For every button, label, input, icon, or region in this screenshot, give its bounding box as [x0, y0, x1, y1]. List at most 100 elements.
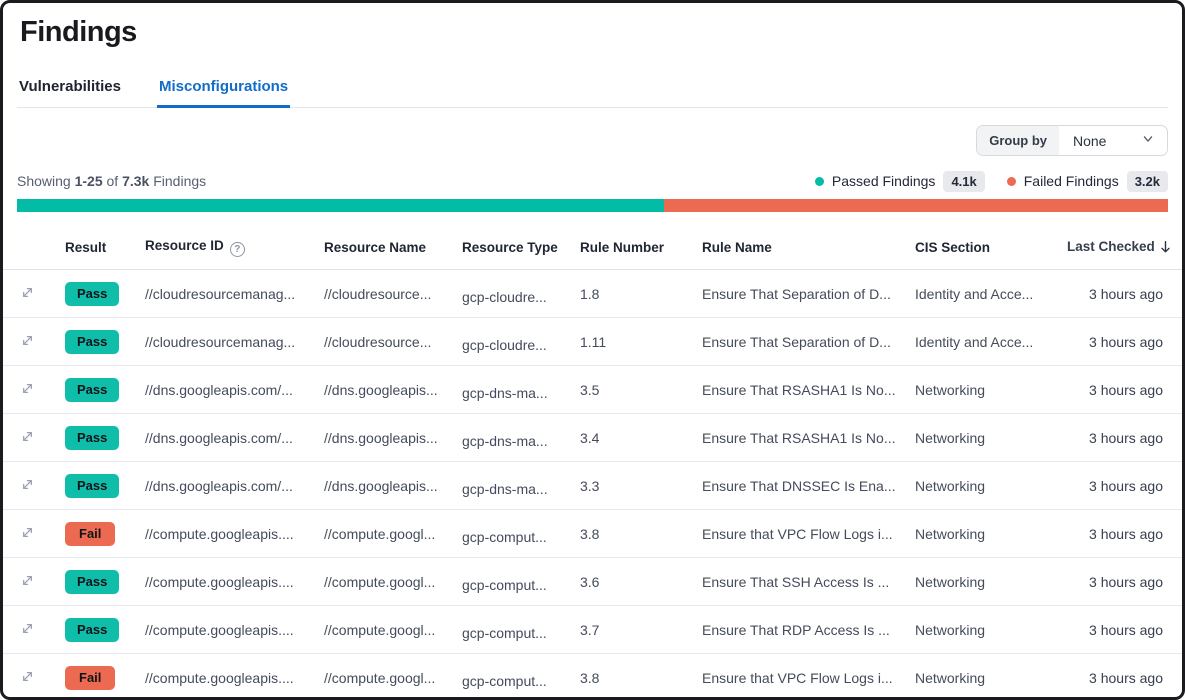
last-checked-cell: 3 hours ago: [1067, 653, 1182, 697]
table-row: Fail //compute.googleapis.... //compute.…: [3, 653, 1182, 697]
rule-number-cell: 3.7: [580, 605, 702, 654]
resource-type-cell: gcp-cloudre...: [462, 317, 580, 366]
resource-type-cell: gcp-comput...: [462, 605, 580, 654]
rule-name-cell: Ensure That Separation of D...: [702, 269, 915, 318]
cis-section-cell: Networking: [915, 557, 1067, 606]
legend-failed: Failed Findings 3.2k: [1006, 170, 1168, 192]
tab-vulnerabilities[interactable]: Vulnerabilities: [19, 78, 121, 95]
resource-type-cell: gcp-comput...: [462, 557, 580, 606]
group-by-dropdown[interactable]: Group by None: [976, 125, 1168, 156]
result-badge: Pass: [65, 329, 120, 354]
resource-id-cell: //compute.googleapis....: [145, 605, 324, 654]
expand-row-icon[interactable]: [19, 332, 36, 349]
tab-misconfigurations[interactable]: Misconfigurations: [156, 78, 291, 108]
rule-number-cell: 3.6: [580, 557, 702, 606]
progress-failed-segment: [663, 199, 1168, 212]
result-badge: Pass: [65, 569, 120, 594]
header-cis-section[interactable]: CIS Section: [915, 212, 1067, 270]
passed-count-badge: 4.1k: [943, 170, 985, 192]
resource-type-cell: gcp-comput...: [462, 509, 580, 558]
header-result[interactable]: Result: [65, 212, 145, 270]
table-row: Pass //dns.googleapis.com/... //dns.goog…: [3, 365, 1182, 414]
last-checked-cell: 3 hours ago: [1067, 365, 1182, 414]
findings-tabbar: Vulnerabilities Misconfigurations: [17, 78, 1168, 108]
rule-number-cell: 3.8: [580, 653, 702, 697]
rule-number-cell: 1.11: [580, 317, 702, 366]
rule-number-cell: 3.4: [580, 413, 702, 462]
cis-section-cell: Networking: [915, 653, 1067, 697]
header-expand-spacer: [3, 212, 65, 270]
table-row: Pass //compute.googleapis.... //compute.…: [3, 605, 1182, 654]
resource-type-cell: gcp-cloudre...: [462, 269, 580, 318]
expand-row-icon[interactable]: [19, 572, 36, 589]
rule-number-cell: 3.8: [580, 509, 702, 558]
findings-legend: Passed Findings 4.1k Failed Findings 3.2…: [814, 170, 1168, 192]
chevron-down-icon: [1141, 132, 1155, 149]
resource-id-cell: //compute.googleapis....: [145, 509, 324, 558]
rule-name-cell: Ensure That DNSSEC Is Ena...: [702, 461, 915, 510]
cis-section-cell: Networking: [915, 413, 1067, 462]
table-header-row: Result Resource ID? Resource Name Resour…: [3, 212, 1182, 270]
result-badge: Pass: [65, 473, 120, 498]
header-last-checked[interactable]: Last Checked: [1067, 212, 1182, 270]
sort-desc-icon: [1159, 240, 1172, 257]
rule-name-cell: Ensure That RDP Access Is ...: [702, 605, 915, 654]
result-badge: Pass: [65, 617, 120, 642]
header-resource-type[interactable]: Resource Type: [462, 212, 580, 270]
last-checked-cell: 3 hours ago: [1067, 317, 1182, 366]
last-checked-cell: 3 hours ago: [1067, 413, 1182, 462]
resource-name-cell: //compute.googl...: [324, 605, 462, 654]
cis-section-cell: Networking: [915, 605, 1067, 654]
cis-section-cell: Networking: [915, 365, 1067, 414]
expand-row-icon[interactable]: [19, 428, 36, 445]
table-row: Pass //dns.googleapis.com/... //dns.goog…: [3, 413, 1182, 462]
expand-row-icon[interactable]: [19, 620, 36, 637]
resource-id-cell: //cloudresourcemanag...: [145, 317, 324, 366]
page-title: Findings: [20, 16, 137, 48]
rule-number-cell: 3.3: [580, 461, 702, 510]
resource-name-cell: //cloudresource...: [324, 317, 462, 366]
header-resource-name[interactable]: Resource Name: [324, 212, 462, 270]
passed-label: Passed Findings: [831, 173, 936, 189]
status-row: Showing 1-25 of 7.3k Findings Passed Fin…: [3, 170, 1182, 192]
expand-row-icon[interactable]: [19, 476, 36, 493]
failed-label: Failed Findings: [1023, 173, 1119, 189]
failed-dot-icon: [1006, 176, 1016, 186]
pass-fail-progress-bar: [17, 199, 1168, 212]
header-rule-number[interactable]: Rule Number: [580, 212, 702, 270]
showing-range: 1-25: [74, 173, 103, 189]
cis-section-cell: Identity and Acce...: [915, 269, 1067, 318]
expand-row-icon[interactable]: [19, 380, 36, 397]
table-row: Pass //cloudresourcemanag... //cloudreso…: [3, 269, 1182, 318]
expand-row-icon[interactable]: [19, 668, 36, 685]
resource-name-cell: //cloudresource...: [324, 269, 462, 318]
table-row: Pass //cloudresourcemanag... //cloudreso…: [3, 317, 1182, 366]
header-rule-name[interactable]: Rule Name: [702, 212, 915, 270]
passed-dot-icon: [814, 176, 824, 186]
rule-number-cell: 3.5: [580, 365, 702, 414]
last-checked-cell: 3 hours ago: [1067, 557, 1182, 606]
showing-total: 7.3k: [122, 173, 150, 189]
table-row: Fail //compute.googleapis.... //compute.…: [3, 509, 1182, 558]
findings-table-body: Pass //cloudresourcemanag... //cloudreso…: [3, 269, 1182, 697]
expand-row-icon[interactable]: [19, 284, 36, 301]
cis-section-cell: Networking: [915, 509, 1067, 558]
resource-name-cell: //dns.googleapis...: [324, 413, 462, 462]
table-toolbar: Group by None: [3, 125, 1182, 156]
resource-id-cell: //compute.googleapis....: [145, 653, 324, 697]
resource-id-cell: //dns.googleapis.com/...: [145, 413, 324, 462]
header-resource-id[interactable]: Resource ID?: [145, 212, 324, 270]
resource-id-cell: //compute.googleapis....: [145, 557, 324, 606]
showing-summary: Showing 1-25 of 7.3k Findings: [17, 173, 207, 189]
rule-name-cell: Ensure That RSASHA1 Is No...: [702, 365, 915, 414]
legend-passed: Passed Findings 4.1k: [814, 170, 985, 192]
table-row: Pass //compute.googleapis.... //compute.…: [3, 557, 1182, 606]
help-icon[interactable]: ?: [229, 242, 245, 257]
findings-table: Result Resource ID? Resource Name Resour…: [3, 212, 1182, 697]
resource-name-cell: //compute.googl...: [324, 653, 462, 697]
resource-type-cell: gcp-dns-ma...: [462, 461, 580, 510]
last-checked-cell: 3 hours ago: [1067, 461, 1182, 510]
result-badge: Fail: [65, 665, 116, 690]
expand-row-icon[interactable]: [19, 524, 36, 541]
